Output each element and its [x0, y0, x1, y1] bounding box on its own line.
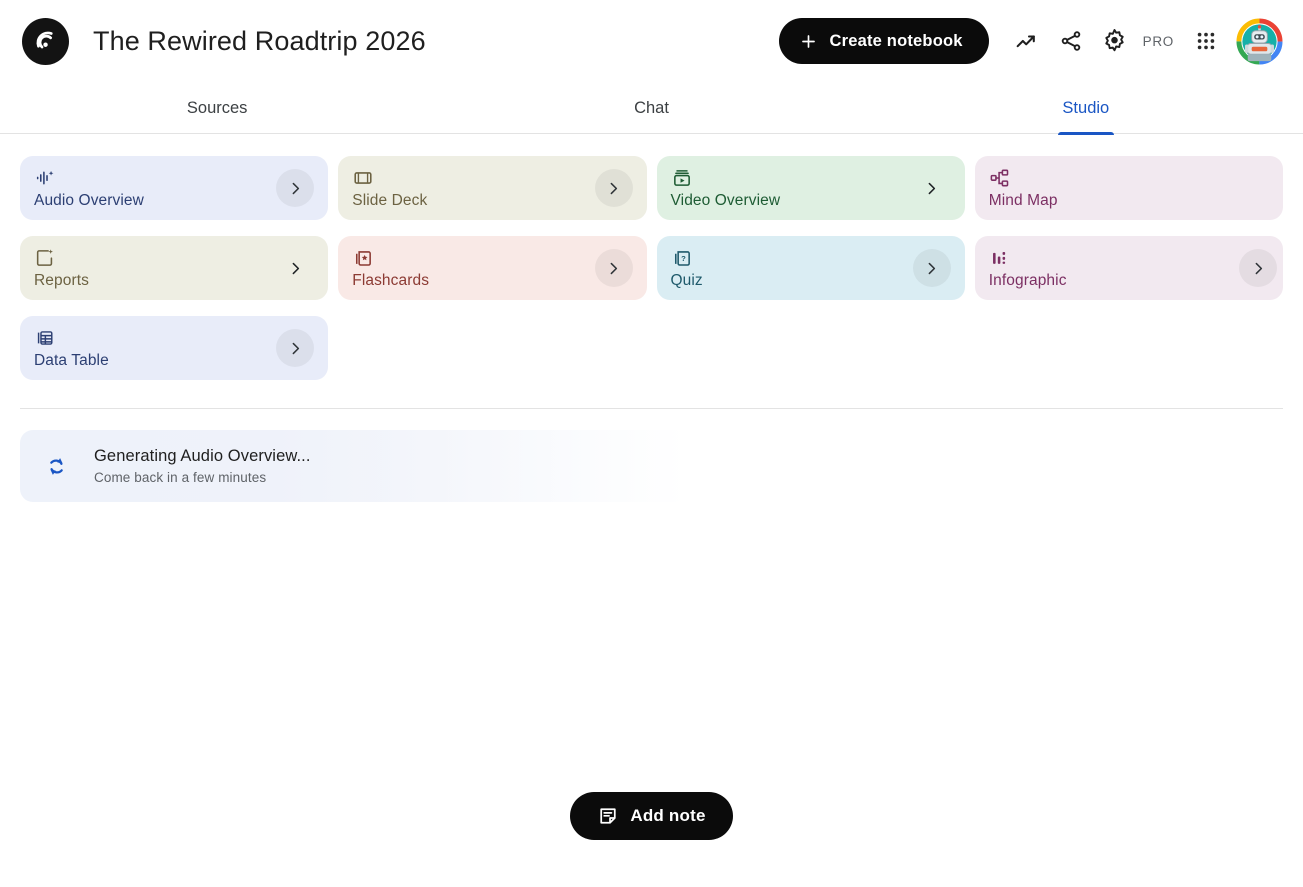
logo-glyph: [36, 31, 53, 49]
chevron-right-icon[interactable]: [276, 249, 314, 287]
flashcards-star-icon: [352, 247, 632, 269]
studio-panel: Audio Overview Slide Deck: [0, 134, 1303, 380]
studio-card-slide-deck[interactable]: Slide Deck: [338, 156, 647, 220]
create-notebook-button[interactable]: Create notebook: [779, 18, 989, 64]
tab-sources[interactable]: Sources: [0, 82, 434, 134]
apps-grid-icon[interactable]: [1184, 19, 1228, 63]
notebooklm-logo-icon[interactable]: [22, 17, 69, 65]
add-note-container: Add note: [0, 792, 1303, 840]
studio-card-infographic[interactable]: Infographic: [974, 236, 1283, 300]
share-icon[interactable]: [1049, 19, 1093, 63]
apps-grid-glyph: [1197, 32, 1215, 50]
note-icon: [600, 808, 617, 824]
tab-studio[interactable]: Studio: [869, 82, 1303, 134]
chevron-right-icon[interactable]: [913, 169, 951, 207]
studio-card-label: Slide Deck: [352, 192, 428, 209]
chevron-right-icon[interactable]: [276, 169, 315, 207]
chevron-right-icon[interactable]: [912, 249, 951, 287]
studio-card-label: Infographic: [988, 272, 1067, 289]
studio-card-label: Quiz: [670, 272, 703, 289]
trending-up-glyph: [1016, 34, 1035, 47]
slide-deck-icon: [352, 167, 632, 189]
status-title: Generating Audio Overview...: [94, 447, 311, 465]
tab-chat[interactable]: Chat: [434, 82, 868, 134]
chevron-right-icon[interactable]: [276, 329, 315, 367]
studio-card-reports[interactable]: Reports: [20, 236, 329, 300]
plus-icon: [802, 34, 816, 48]
data-table-icon: [34, 327, 314, 349]
chevron-right-icon[interactable]: [594, 249, 633, 287]
share-glyph: [1061, 31, 1080, 51]
studio-card-video-overview[interactable]: Video Overview: [656, 156, 965, 220]
section-divider: [20, 408, 1283, 409]
chevron-right-icon[interactable]: [1239, 249, 1277, 287]
audio-waveform-sparkle-icon: [34, 167, 314, 189]
studio-card-label: Audio Overview: [34, 192, 144, 209]
page-title: The Rewired Roadtrip 2026: [93, 25, 426, 56]
quiz-question-icon: ?: [671, 247, 951, 269]
mind-map-icon: [989, 167, 1269, 189]
status-text-group: Generating Audio Overview... Come back i…: [94, 447, 311, 485]
pro-badge: PRO: [1142, 33, 1174, 49]
robot-avatar-glyph: [1236, 17, 1283, 65]
gear-icon[interactable]: [1093, 19, 1137, 63]
studio-card-quiz[interactable]: ? Quiz: [656, 236, 965, 300]
chevron-right-icon[interactable]: [594, 169, 633, 207]
studio-card-label: Data Table: [34, 352, 109, 369]
studio-card-label: Video Overview: [670, 192, 781, 209]
report-sparkle-icon: [34, 247, 314, 269]
studio-card-audio-overview[interactable]: Audio Overview: [20, 156, 329, 220]
gear-glyph: [1105, 28, 1124, 51]
infographic-bars-icon: [989, 247, 1269, 269]
studio-card-label: Flashcards: [352, 272, 430, 289]
svg-text:?: ?: [681, 254, 686, 263]
studio-card-grid: Audio Overview Slide Deck: [20, 156, 1283, 380]
studio-card-label: Mind Map: [988, 192, 1058, 209]
studio-card-mind-map[interactable]: Mind Map: [974, 156, 1283, 220]
studio-card-label: Reports: [34, 272, 89, 289]
main-tabbar: Sources Chat Studio: [0, 82, 1303, 134]
app-header: The Rewired Roadtrip 2026 Create noteboo…: [0, 0, 1303, 82]
sync-refresh-icon: [30, 440, 82, 492]
avatar[interactable]: [1236, 17, 1283, 65]
studio-card-data-table[interactable]: Data Table: [20, 316, 329, 380]
generating-status-banner[interactable]: Generating Audio Overview... Come back i…: [20, 430, 688, 502]
add-note-button[interactable]: Add note: [570, 792, 733, 840]
video-play-icon: [671, 167, 951, 189]
studio-card-flashcards[interactable]: Flashcards: [338, 236, 647, 300]
create-notebook-label: Create notebook: [829, 31, 963, 50]
trending-up-icon[interactable]: [1005, 19, 1049, 63]
status-subtitle: Come back in a few minutes: [94, 470, 267, 485]
header-actions: Create notebook PRO: [779, 0, 1283, 82]
add-note-label: Add note: [630, 806, 706, 825]
